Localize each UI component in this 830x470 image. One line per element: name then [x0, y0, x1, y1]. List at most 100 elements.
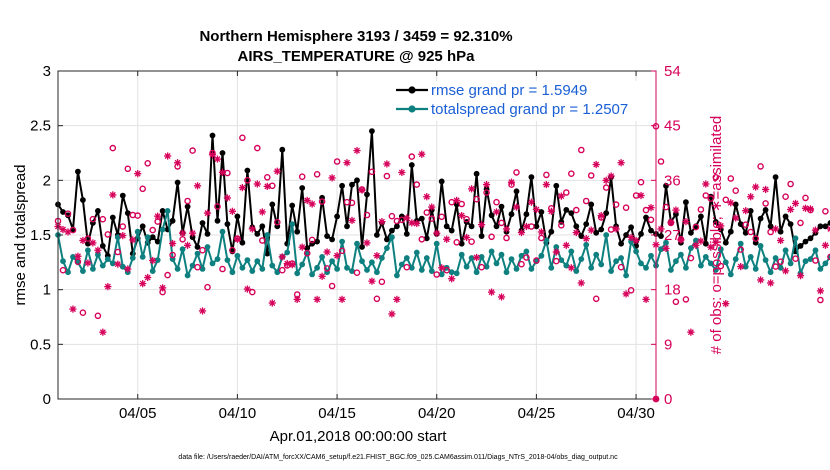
obs-assimilated-point: [263, 182, 271, 191]
rmse-point: [359, 244, 365, 250]
obs-assimilated-point: [393, 295, 401, 303]
obs-assimilated-point: [453, 196, 461, 204]
rmse-point: [458, 240, 465, 247]
rmse-point: [339, 182, 345, 189]
rmse-point: [329, 236, 335, 243]
obs-assimilated-point: [617, 159, 625, 167]
rmse-point: [159, 208, 166, 214]
totalspread-point: [658, 246, 664, 253]
rmse-point: [65, 212, 71, 219]
rmse-point: [244, 167, 251, 174]
chart-subtitle: AIRS_TEMPERATURE @ 925 hPa: [238, 48, 476, 65]
obs-possible-point: [273, 218, 281, 226]
obs-assimilated-point: [69, 305, 77, 313]
obs-possible-point: [777, 258, 784, 266]
obs-possible-point: [647, 216, 655, 224]
obs-assimilated-point: [368, 277, 376, 285]
obs-possible-point: [189, 147, 196, 154]
obs-assimilated-point: [159, 284, 167, 292]
totalspread-point: [254, 258, 261, 265]
y2-tick-label: 9: [664, 336, 672, 353]
obs-possible-point: [553, 257, 560, 265]
obs-possible-point: [827, 253, 830, 261]
obs-possible-point: [687, 254, 695, 262]
rmse-point: [598, 226, 605, 233]
y2-tick-label: 45: [664, 118, 681, 135]
totalspread-point: [219, 228, 226, 235]
x-tick-label: 04/05: [119, 405, 157, 422]
y-tick-label: 1.5: [30, 227, 51, 244]
rmse-point: [334, 213, 340, 220]
obs-assimilated-point: [791, 199, 800, 208]
rmse-point: [299, 185, 306, 191]
obs-assimilated-point: [727, 199, 735, 207]
totalspread-point: [189, 262, 196, 269]
rmse-point: [643, 214, 649, 221]
obs-possible-point: [318, 198, 326, 205]
rmse-point: [269, 201, 276, 208]
totalspread-point: [60, 258, 66, 265]
totalspread-point: [154, 257, 161, 263]
obs-possible-point: [558, 221, 565, 229]
totalspread-point: [673, 258, 679, 265]
obs-assimilated-point: [438, 264, 446, 272]
obs-assimilated-point: [702, 180, 710, 188]
totalspread-point: [85, 247, 91, 254]
totalspread-point: [209, 260, 216, 267]
totalspread-point: [284, 249, 291, 256]
obs-possible-point: [732, 187, 740, 194]
totalspread-point: [134, 228, 141, 235]
legend-box: [393, 81, 649, 121]
obs-possible-point: [248, 288, 256, 296]
totalspread-point: [633, 248, 639, 255]
legend-spread-marker: [408, 105, 416, 113]
totalspread-point: [204, 244, 211, 250]
obs-assimilated-point: [64, 228, 72, 236]
totalspread-point: [164, 208, 171, 214]
obs-possible-point: [727, 175, 735, 182]
obs-assimilated-point: [89, 239, 97, 247]
obs-possible-point: [423, 209, 431, 216]
rmse-point: [149, 234, 156, 241]
rmse-point: [618, 240, 624, 247]
rmse-point: [563, 207, 570, 213]
obs-possible-point: [742, 221, 750, 228]
obs-assimilated-point: [378, 218, 386, 226]
obs-assimilated-point: [313, 295, 321, 303]
obs-assimilated-point: [707, 243, 715, 251]
obs-possible-point: [478, 263, 485, 271]
totalspread-point: [184, 272, 191, 279]
obs-assimilated-point: [183, 241, 192, 249]
obs-assimilated-point: [647, 204, 655, 212]
rmse-point: [762, 207, 769, 213]
obs-possible-point: [707, 195, 715, 202]
totalspread-point: [109, 260, 116, 267]
obs-possible-point: [582, 197, 590, 205]
obs-assimilated-point: [448, 275, 456, 283]
rmse-point: [189, 234, 196, 241]
totalspread-point: [598, 261, 605, 268]
obs-assimilated-point: [567, 264, 575, 272]
series-line-rmse: [57, 130, 830, 257]
obs-assimilated-point: [278, 253, 286, 261]
obs-assimilated-point: [308, 200, 316, 208]
totalspread-point: [603, 232, 610, 238]
totalspread-point: [468, 255, 475, 261]
obs-possible-point: [244, 176, 251, 184]
rmse-point: [807, 235, 814, 242]
obs-assimilated-point: [328, 174, 336, 182]
obs-assimilated-point: [218, 168, 227, 177]
obs-possible-point: [767, 228, 774, 236]
rmse-point: [553, 182, 560, 189]
obs-possible-point: [637, 178, 645, 186]
obs-assimilated-point: [283, 259, 291, 268]
rmse-point: [239, 239, 246, 246]
obs-possible-point: [313, 170, 321, 178]
rmse-point: [573, 223, 580, 230]
totalspread-point: [548, 264, 555, 271]
rmse-point: [533, 223, 540, 230]
rmse-point: [169, 217, 176, 224]
rmse-point: [782, 213, 789, 220]
obs-possible-point: [109, 144, 117, 152]
